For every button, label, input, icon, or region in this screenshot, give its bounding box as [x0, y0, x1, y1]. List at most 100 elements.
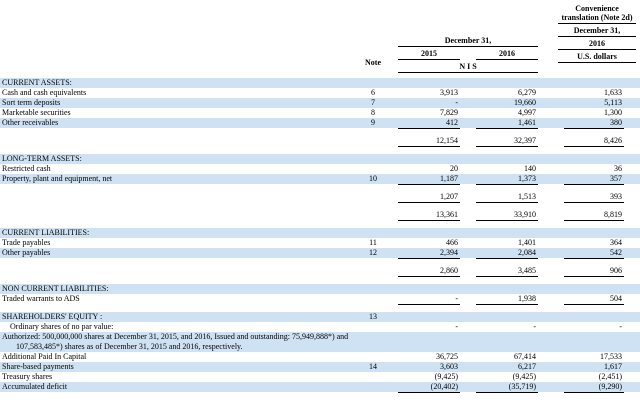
value-2015: 3,913: [440, 88, 458, 97]
value-2015: 3,603: [440, 362, 458, 371]
value-usd: 5,113: [604, 98, 622, 107]
row-total-current-liabilities: 2,860 3,485 906: [0, 266, 640, 277]
value-usd: 393: [564, 192, 624, 203]
value-usd: 504: [564, 294, 624, 305]
note-ref: 14: [369, 362, 377, 371]
note-ref: [356, 372, 390, 382]
year-2015-header: 2015: [398, 49, 460, 60]
table-header: Convenience translation (Note 2d) Decemb…: [0, 2, 640, 78]
usd-date-header: December 31,: [558, 26, 636, 37]
note-ref: [356, 352, 390, 362]
section-current-assets: CURRENT ASSETS:: [0, 78, 640, 88]
note-ref: 9: [371, 118, 375, 127]
convenience-translation-label: Convenience translation (Note 2d): [558, 4, 636, 24]
note-column-header: Note: [365, 58, 381, 67]
value-usd: 1,300: [604, 108, 622, 117]
value-2015: 1,207: [398, 192, 460, 203]
value-usd: 17,533: [600, 352, 622, 361]
value-2016: 19,660: [514, 98, 536, 107]
value-usd: 1,617: [604, 362, 622, 371]
note-ref: [356, 382, 390, 393]
value-usd: 8,426: [564, 136, 624, 147]
value-2016: -: [533, 322, 536, 331]
note-ref: [356, 294, 390, 305]
value-2016: (35,719): [476, 382, 538, 393]
row-label: Share-based payments: [2, 362, 74, 371]
row-short-term-deposits: Sort term deposits 7 - 19,660 5,113: [0, 98, 640, 108]
value-usd: -: [619, 322, 622, 331]
row-property-plant-equipment: Property, plant and equipment, net 10 1,…: [0, 174, 640, 185]
nis-column-header: December 31, 2015 2016 N I S: [398, 36, 538, 75]
row-trade-payables: Trade payables 11 466 1,401 364: [0, 238, 640, 248]
value-2016: 140: [524, 164, 536, 173]
value-usd: 542: [564, 248, 624, 259]
row-label: [0, 210, 356, 221]
section-non-current-liabilities: NON CURRENT LIABILITIES:: [0, 284, 640, 294]
row-label: [0, 192, 356, 203]
note-ref: [356, 164, 390, 174]
value-usd: 8,819: [564, 210, 624, 221]
row-label: Marketable securities: [2, 108, 71, 117]
row-traded-warrants-to-ads: Traded warrants to ADS - 1,938 504: [0, 294, 640, 305]
row-treasury-shares: Treasury shares (9,425) (9,425) (2,451): [0, 372, 640, 382]
nis-date-header: December 31,: [398, 36, 538, 47]
value-usd: 364: [610, 238, 622, 247]
section-current-liabilities: CURRENT LIABILITIES:: [0, 228, 640, 238]
section-label: NON CURRENT LIABILITIES:: [2, 284, 109, 293]
value-usd: (2,451): [598, 372, 622, 381]
note-ref: [356, 136, 390, 147]
section-label: CURRENT LIABILITIES:: [2, 228, 90, 237]
value-usd: 36: [614, 164, 622, 173]
row-label: [0, 136, 356, 147]
nis-unit-header: N I S: [398, 62, 538, 73]
spacer-row: [0, 146, 640, 154]
row-authorized-shares-line2: 107,583,485*) shares as of December 31, …: [0, 342, 640, 352]
row-total-current-assets: 12,154 32,397 8,426: [0, 136, 640, 147]
usd-unit-header: U.S. dollars: [558, 52, 636, 63]
value-2016: 1,461: [476, 118, 538, 129]
spacer-row: [0, 202, 640, 210]
value-usd: 357: [564, 174, 624, 185]
spacer-row: [0, 128, 640, 136]
row-label: Cash and cash equivalents: [2, 88, 87, 97]
year-2016-header: 2016: [476, 49, 538, 60]
note-ref: 13: [369, 312, 377, 321]
row-label: [0, 266, 356, 277]
row-label: Other payables: [2, 248, 51, 257]
note-ref: 12: [369, 248, 377, 257]
value-usd: 1,633: [604, 88, 622, 97]
note-ref: [356, 322, 390, 332]
spacer-row: [0, 304, 640, 312]
section-label: CURRENT ASSETS:: [2, 78, 72, 87]
row-total-long-term-assets: 1,207 1,513 393: [0, 192, 640, 203]
value-usd: 906: [564, 266, 624, 277]
row-other-payables: Other payables 12 2,394 2,084 542: [0, 248, 640, 259]
section-long-term-assets: LONG-TERM ASSETS:: [0, 154, 640, 164]
value-2015: 20: [450, 164, 458, 173]
value-usd: 380: [564, 118, 624, 129]
value-2016: 67,414: [514, 352, 536, 361]
row-label: Ordinary shares of no par value:: [10, 322, 114, 331]
value-2016: 4,997: [518, 108, 536, 117]
spacer-row: [0, 258, 640, 266]
value-2015: 466: [446, 238, 458, 247]
value-2015: 13,361: [398, 210, 460, 221]
row-share-based-payments: Share-based payments 14 3,603 6,217 1,61…: [0, 362, 640, 372]
value-2015: 7,829: [440, 108, 458, 117]
row-total-assets: 13,361 33,910 8,819: [0, 210, 640, 221]
value-2015: 12,154: [398, 136, 460, 147]
row-label: Traded warrants to ADS: [2, 294, 80, 303]
row-accumulated-deficit: Accumulated deficit (20,402) (35,719) (9…: [0, 382, 640, 393]
value-2016: 1,401: [518, 238, 536, 247]
note-ref: 6: [371, 88, 375, 97]
value-2015: (20,402): [398, 382, 460, 393]
value-2015: -: [398, 294, 460, 305]
spacer-row: [0, 184, 640, 192]
row-cash-and-cash-equivalents: Cash and cash equivalents 6 3,913 6,279 …: [0, 88, 640, 98]
value-2015: 1,187: [398, 174, 460, 185]
value-2016: 1,513: [476, 192, 538, 203]
value-2016: (9,425): [512, 372, 536, 381]
spacer-row: [0, 220, 640, 228]
value-2015: (9,425): [434, 372, 458, 381]
value-2015: 2,394: [398, 248, 460, 259]
